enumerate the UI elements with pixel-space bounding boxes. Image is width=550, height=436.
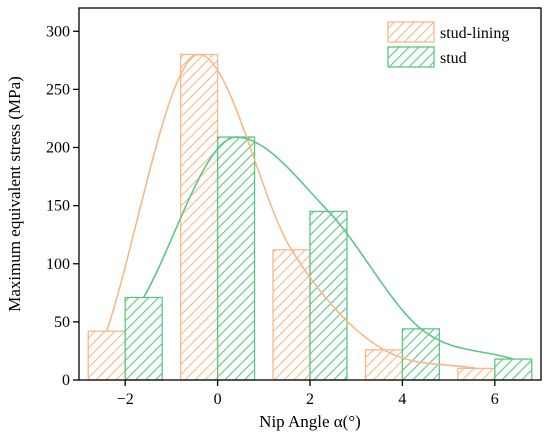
fit-curve-stud-lining (105, 53, 477, 370)
bar-stud-1 (216, 136, 256, 381)
legend-swatch-stud (387, 46, 435, 68)
y-axis-ticks: 0 50 100 150 200 250 300 (46, 23, 79, 389)
bar-stud-lining-3 (364, 349, 404, 381)
fit-curve-stud (142, 136, 514, 360)
y-tick-label: 250 (46, 81, 70, 98)
bar-stud-lining-0 (87, 330, 126, 381)
x-tick-label: −2 (117, 391, 134, 408)
bar-stud-3 (401, 328, 441, 381)
y-tick-label: 300 (46, 23, 70, 40)
bar-stud-lining-2 (272, 249, 311, 381)
bar-stud-2 (309, 210, 348, 381)
bar-stud-0 (124, 296, 163, 381)
x-tick-label: 0 (214, 391, 222, 408)
x-axis-ticks: −2 0 2 4 6 (117, 380, 499, 408)
x-tick-label: 2 (306, 391, 314, 408)
y-tick-label: 0 (62, 372, 70, 389)
legend-swatch-stud-lining (387, 21, 435, 43)
legend-label-stud-lining: stud-lining (440, 25, 509, 42)
y-tick-label: 200 (46, 140, 70, 157)
legend: stud-lining stud (387, 21, 509, 68)
fit-curves-layer (105, 53, 514, 370)
bars-layer (87, 53, 533, 381)
bar-stud-lining-1 (179, 53, 219, 381)
x-tick-label: 4 (398, 391, 406, 408)
bar-stud-lining-4 (457, 367, 496, 381)
bar-stud-4 (494, 358, 533, 381)
y-tick-label: 150 (46, 198, 70, 215)
y-axis-title: Maximum equivalent stress (MPa) (5, 76, 24, 312)
y-tick-label: 100 (46, 256, 70, 273)
x-tick-label: 6 (491, 391, 499, 408)
y-tick-label: 50 (54, 314, 70, 331)
x-axis-title: Nip Angle α(°) (259, 412, 361, 431)
legend-label-stud: stud (440, 50, 467, 67)
